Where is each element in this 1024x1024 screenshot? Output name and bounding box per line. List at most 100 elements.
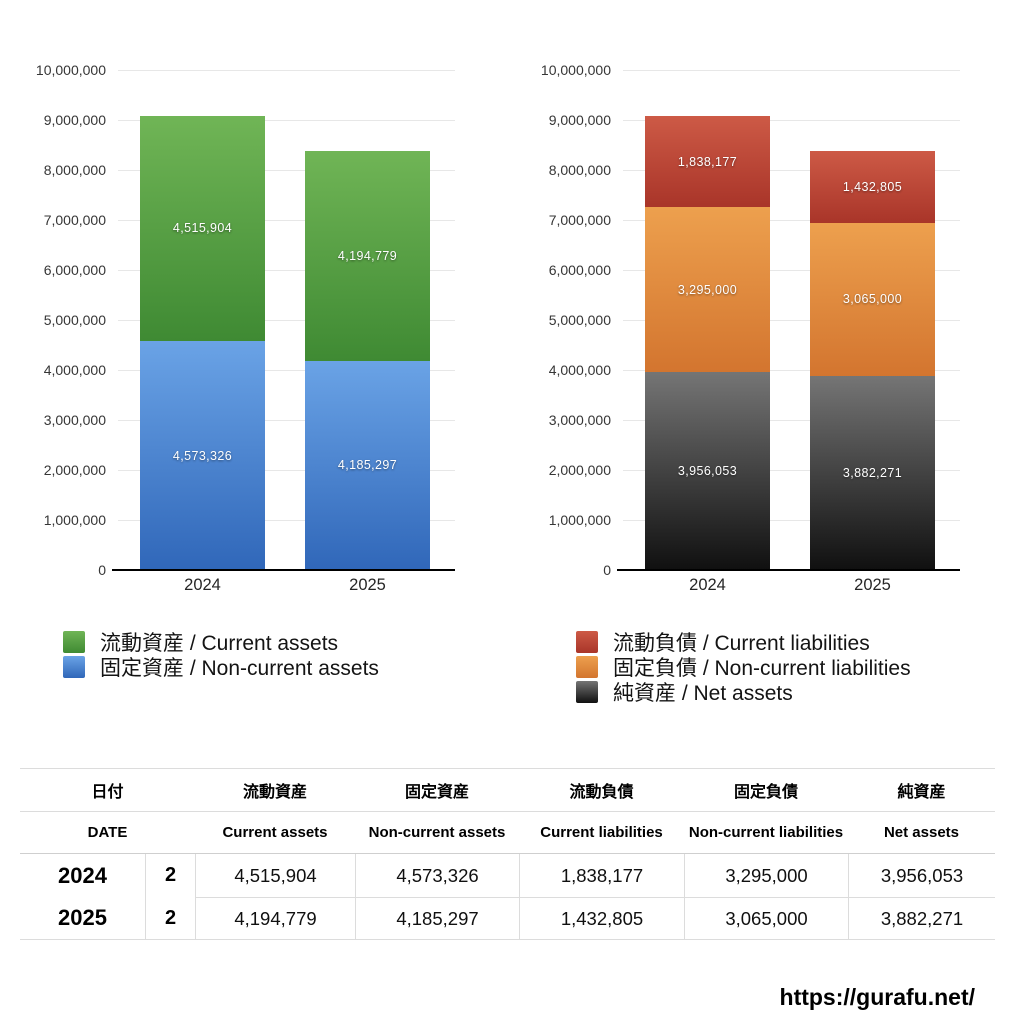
legend-label: 固定負債 / Non-current liabilities xyxy=(613,656,911,680)
table-cell-value: 4,185,297 xyxy=(355,897,519,939)
table-header-en: Current liabilities xyxy=(519,812,684,854)
bar-value-label: 4,573,326 xyxy=(172,448,233,463)
gridline xyxy=(118,270,455,271)
table-cell-month: 2 xyxy=(145,854,195,897)
gridline xyxy=(118,470,455,471)
legend-swatch xyxy=(576,655,598,678)
bar-value-label: 4,194,779 xyxy=(337,248,398,263)
table-cell-value: 3,956,053 xyxy=(848,854,995,897)
legend-label: 流動資産 / Current assets xyxy=(100,631,339,655)
liabilities-chart: 3,956,053 3,295,000 1,838,177 3,882,271 3,06… xyxy=(525,62,960,722)
y-axis-tick-label: 0 xyxy=(98,562,106,578)
bar-segment: 3,956,053 xyxy=(645,372,770,570)
bar-segment: 4,515,904 xyxy=(140,115,265,342)
liabilities-x-axis-line xyxy=(617,569,960,571)
source-url: https://gurafu.net/ xyxy=(779,984,975,1010)
legend-item: 流動負債 / Current liabilities xyxy=(576,629,911,655)
assets-x-axis-line xyxy=(112,569,455,571)
legend-swatch xyxy=(576,630,598,653)
table-cell-value: 1,432,805 xyxy=(519,897,684,939)
y-axis-tick-label: 9,000,000 xyxy=(43,112,106,128)
bar-value-label: 3,065,000 xyxy=(842,292,903,307)
gridline xyxy=(623,170,960,171)
gridline xyxy=(118,520,455,521)
legend-swatch xyxy=(63,655,85,678)
stacked-bar-2025: 3,882,271 3,065,000 1,432,805 xyxy=(810,151,935,570)
y-axis-tick-label: 1,000,000 xyxy=(548,512,611,528)
gridline xyxy=(118,370,455,371)
y-axis-tick-label: 8,000,000 xyxy=(548,162,611,178)
charts-row: 4,573,326 4,515,904 4,185,297 4,194,779 流動資… xyxy=(36,62,960,705)
bar-segment: 4,194,779 xyxy=(305,151,430,361)
liabilities-plot-area: 3,956,053 3,295,000 1,838,177 3,882,271 3,06… xyxy=(623,70,960,570)
gridline xyxy=(623,520,960,521)
table-header-en: Non-current assets xyxy=(355,812,519,854)
y-axis-tick-label: 7,000,000 xyxy=(43,212,106,228)
legend-label: 固定資産 / Non-current assets xyxy=(100,656,379,680)
gridline xyxy=(623,120,960,121)
stacked-bar-2025: 4,185,297 4,194,779 xyxy=(305,151,430,570)
gridline xyxy=(118,120,455,121)
y-axis-tick-label: 3,000,000 xyxy=(43,412,106,428)
bar-value-label: 4,185,297 xyxy=(337,458,398,473)
y-axis-tick-label: 1,000,000 xyxy=(43,512,106,528)
y-axis-tick-label: 4,000,000 xyxy=(43,362,106,378)
y-axis-tick-label: 5,000,000 xyxy=(43,312,106,328)
gridline xyxy=(623,220,960,221)
bar-segment: 3,065,000 xyxy=(810,222,935,376)
y-axis-tick-label: 9,000,000 xyxy=(548,112,611,128)
bar-segment: 3,295,000 xyxy=(645,207,770,373)
table-header-jp: 固定資産 xyxy=(355,769,519,812)
assets-chart: 4,573,326 4,515,904 4,185,297 4,194,779 流動資… xyxy=(20,62,455,722)
bar-segment: 4,573,326 xyxy=(140,341,265,570)
table-cell-year: 2024 xyxy=(58,862,107,888)
x-axis-category-label: 2024 xyxy=(689,576,726,594)
table-cell-year: 2025 xyxy=(58,905,107,930)
bar-value-label: 1,432,805 xyxy=(842,179,903,194)
y-axis-tick-label: 3,000,000 xyxy=(548,412,611,428)
bar-value-label: 1,838,177 xyxy=(677,154,738,169)
bar-value-label: 3,295,000 xyxy=(677,282,738,297)
y-axis-tick-label: 6,000,000 xyxy=(548,262,611,278)
gridline xyxy=(623,320,960,321)
legend-swatch xyxy=(576,680,598,703)
bar-segment: 3,882,271 xyxy=(810,375,935,570)
table-cell-value: 4,515,904 xyxy=(195,854,355,897)
gridline xyxy=(623,270,960,271)
table-cell-value: 1,838,177 xyxy=(519,854,684,897)
y-axis-tick-label: 10,000,000 xyxy=(540,62,611,78)
gridline xyxy=(623,370,960,371)
table-cell-value: 3,295,000 xyxy=(684,854,848,897)
table-header-en: DATE xyxy=(20,812,195,854)
legend-item: 純資産 / Net assets xyxy=(576,679,911,705)
y-axis-tick-label: 10,000,000 xyxy=(35,62,106,78)
y-axis-tick-label: 5,000,000 xyxy=(548,312,611,328)
stacked-bar-2024: 3,956,053 3,295,000 1,838,177 xyxy=(645,115,770,570)
legend-label: 流動負債 / Current liabilities xyxy=(613,631,870,655)
legend-item: 固定負債 / Non-current liabilities xyxy=(576,654,911,680)
legend-item: 固定資産 / Non-current assets xyxy=(63,654,379,680)
table-header-en: Current assets xyxy=(195,812,355,854)
gridline xyxy=(118,170,455,171)
table-header-en: Non-current liabilities xyxy=(684,812,848,854)
y-axis-tick-label: 6,000,000 xyxy=(43,262,106,278)
table-cell-value: 4,573,326 xyxy=(355,854,519,897)
bar-segment: 1,432,805 xyxy=(810,151,935,223)
y-axis-tick-label: 8,000,000 xyxy=(43,162,106,178)
y-axis-tick-label: 7,000,000 xyxy=(548,212,611,228)
bar-value-label: 4,515,904 xyxy=(172,221,233,236)
table-header-jp: 日付 xyxy=(20,769,195,812)
gridline xyxy=(623,420,960,421)
assets-plot-area: 4,573,326 4,515,904 4,185,297 4,194,779 xyxy=(118,70,455,570)
assets-legend: 流動資産 / Current assets 固定資産 / Non-current … xyxy=(63,629,379,680)
x-axis-category-label: 2025 xyxy=(854,576,891,594)
table-cell-value: 4,194,779 xyxy=(195,897,355,939)
x-axis-category-label: 2025 xyxy=(349,576,386,594)
table-cell-value: 3,065,000 xyxy=(684,897,848,939)
bar-segment: 4,185,297 xyxy=(305,360,430,570)
gridline xyxy=(118,220,455,221)
y-axis-tick-label: 0 xyxy=(603,562,611,578)
table-header-jp: 流動負債 xyxy=(519,769,684,812)
table-header-jp: 純資産 xyxy=(848,769,995,812)
